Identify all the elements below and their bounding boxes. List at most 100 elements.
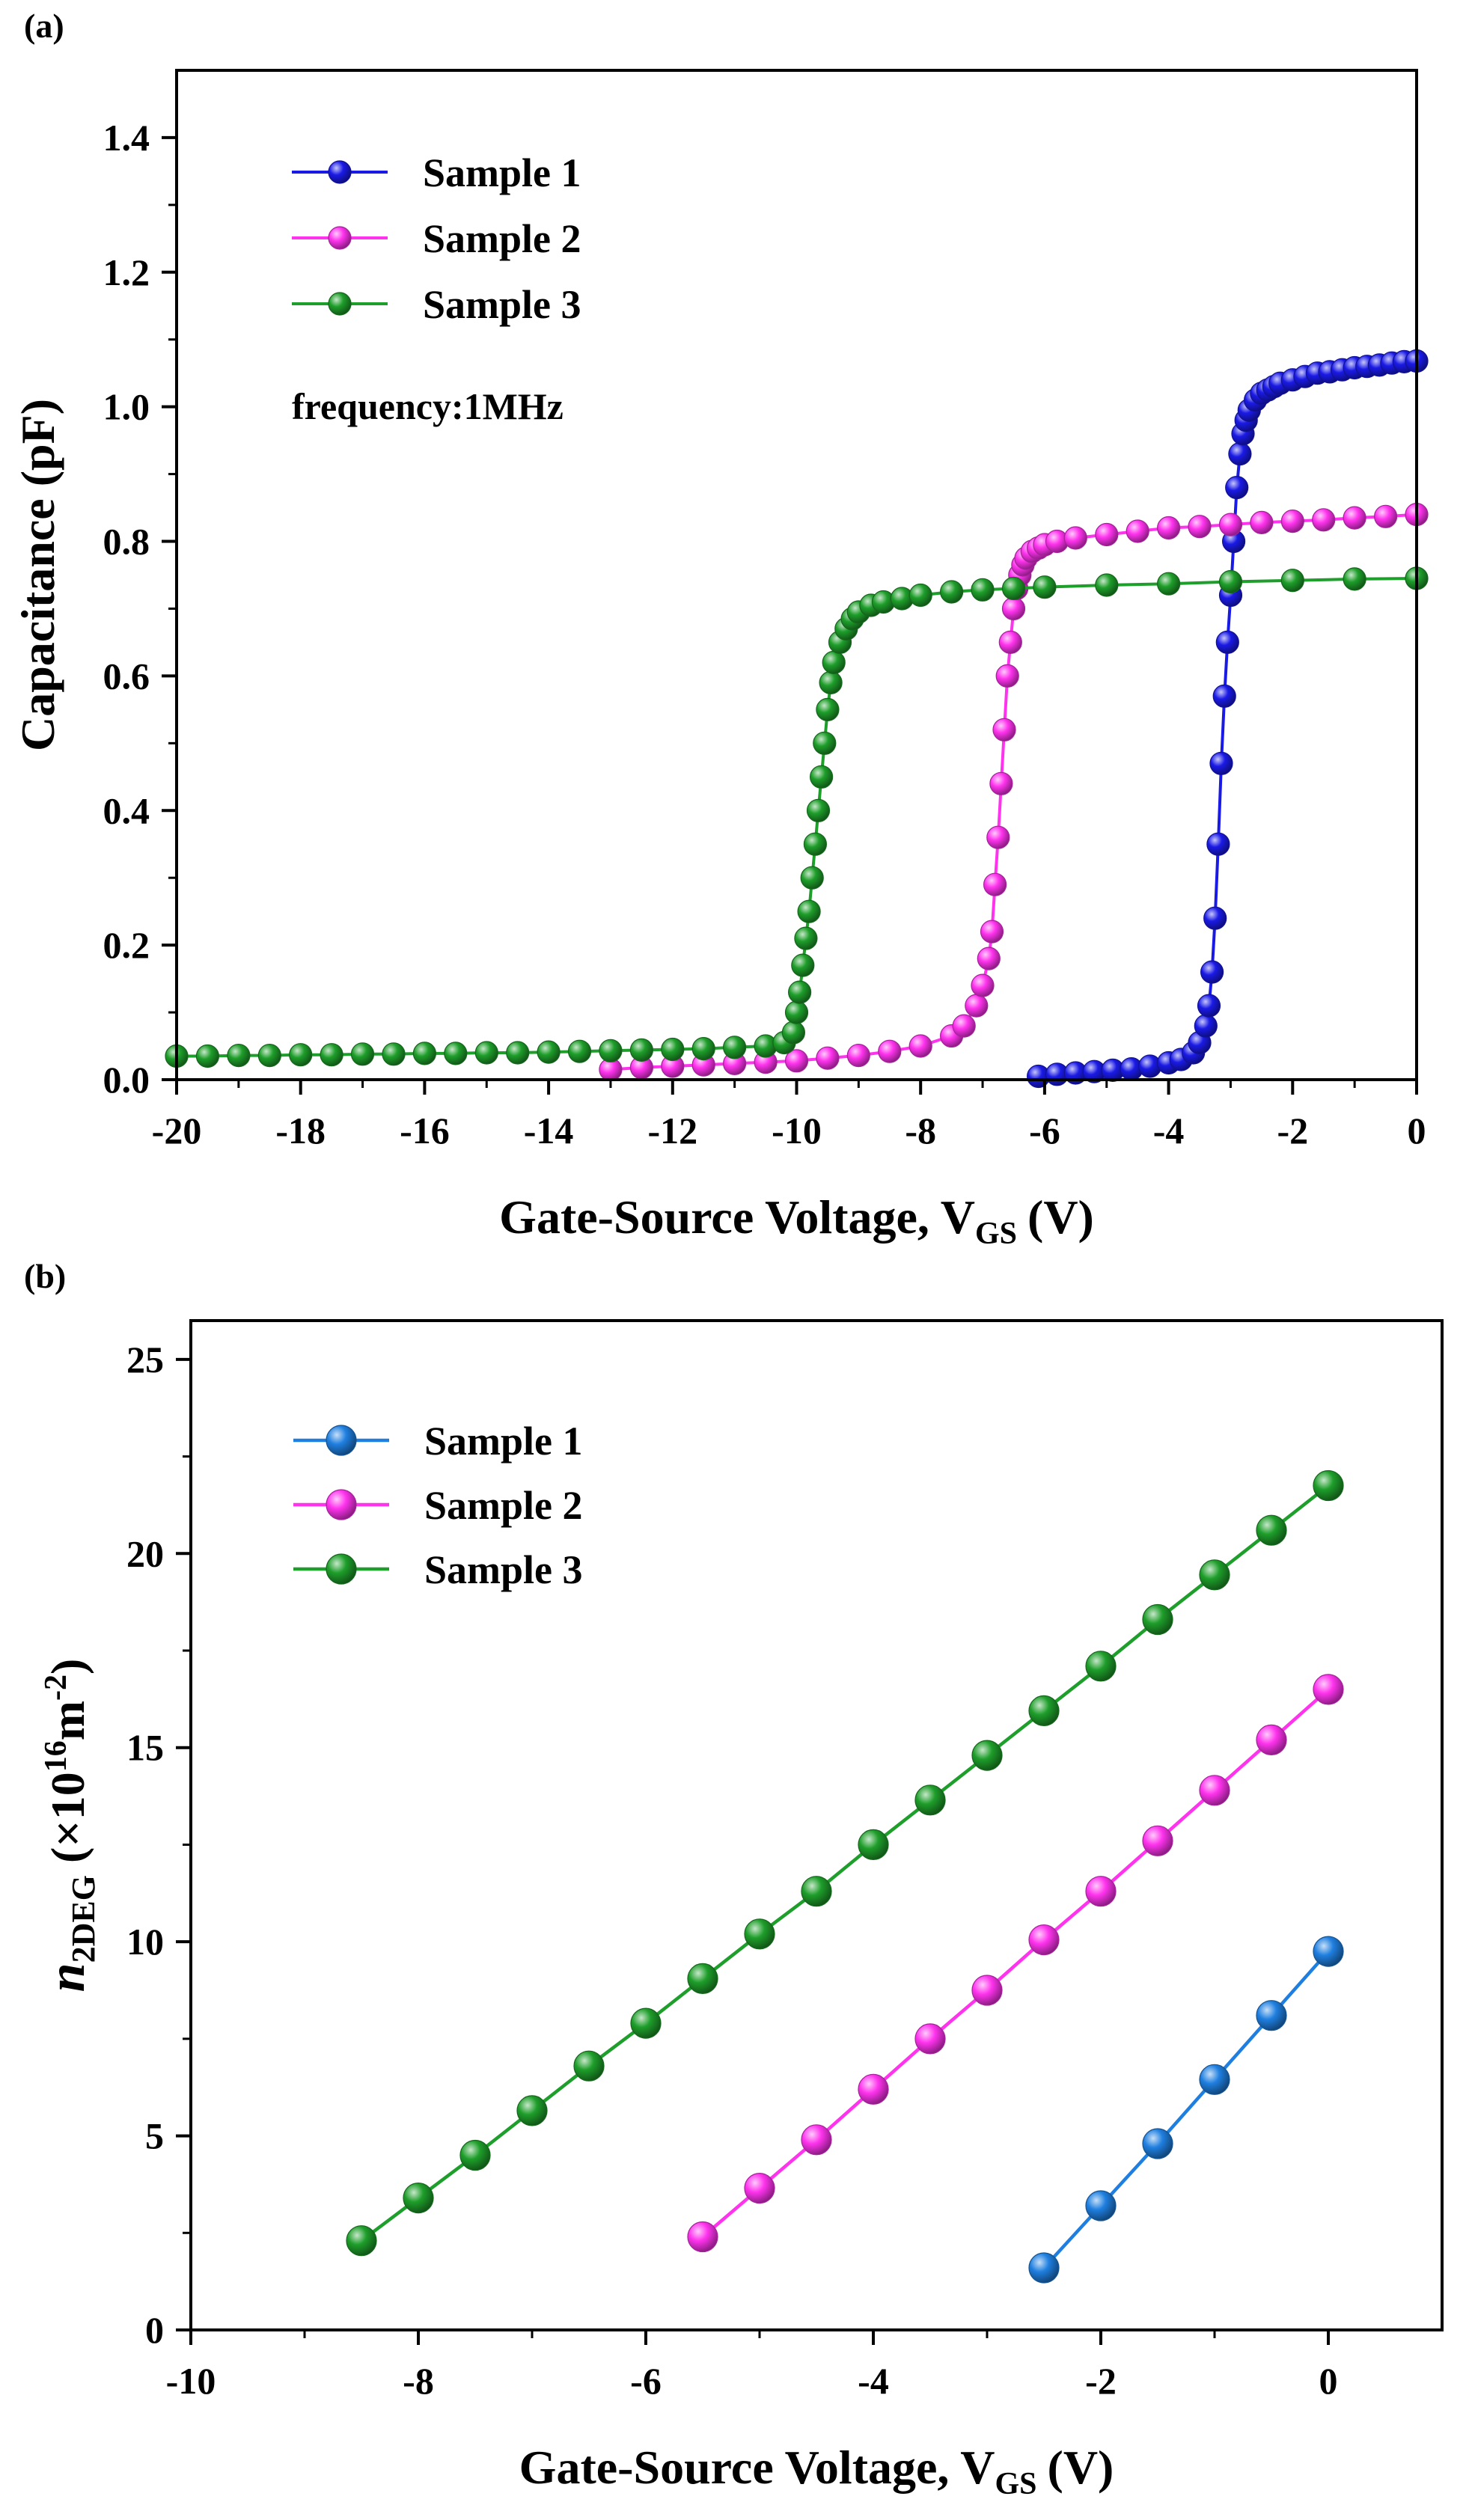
- data-point: [1256, 2000, 1287, 2031]
- legend-marker: [328, 160, 352, 184]
- data-point: [1142, 1825, 1173, 1856]
- x-tick-label: -20: [152, 1110, 202, 1152]
- data-point: [1206, 832, 1230, 856]
- legend-marker: [328, 292, 352, 316]
- data-point: [816, 1046, 840, 1070]
- data-point: [444, 1042, 468, 1065]
- data-point: [914, 2023, 946, 2055]
- legend-label: Sample 3: [423, 282, 581, 327]
- data-point: [998, 630, 1022, 655]
- data-point: [797, 899, 821, 923]
- data-point: [977, 946, 1001, 970]
- data-point: [516, 2095, 548, 2126]
- y-axis-title-unit-close: ): [41, 1659, 94, 1675]
- x-tick-label: -6: [1029, 1110, 1060, 1152]
- data-point: [744, 2173, 775, 2204]
- x-tick-label: -4: [1153, 1110, 1185, 1152]
- data-point: [1095, 573, 1119, 597]
- data-point: [1313, 1936, 1344, 1967]
- data-point: [846, 1043, 870, 1068]
- data-point: [1373, 504, 1398, 528]
- data-point: [629, 1038, 654, 1062]
- x-axis-title-main: Gate-Source Voltage, V: [519, 2441, 995, 2494]
- x-tick-label: -2: [1085, 2360, 1117, 2402]
- x-tick-label: -8: [905, 1110, 936, 1152]
- data-point: [971, 1740, 1003, 1771]
- x-tick-label: -10: [166, 2360, 216, 2402]
- data-point: [986, 825, 1010, 849]
- data-point: [939, 580, 964, 604]
- legend-marker: [326, 1553, 357, 1585]
- data-point: [809, 765, 834, 789]
- data-point: [1313, 1470, 1344, 1502]
- data-point: [914, 1785, 946, 1816]
- data-point: [858, 2073, 889, 2105]
- data-point: [1126, 519, 1149, 543]
- data-point: [1250, 510, 1274, 535]
- x-tick-label: 0: [1319, 2360, 1338, 2402]
- data-point: [1215, 630, 1239, 655]
- y-axis-title-main: n: [38, 1963, 96, 1992]
- panel-label: (a): [24, 7, 64, 45]
- data-point: [1142, 1603, 1173, 1636]
- data-point: [784, 1000, 809, 1024]
- data-point: [1095, 522, 1119, 547]
- data-point: [346, 2225, 377, 2257]
- data-point: [687, 2221, 718, 2253]
- x-tick-label: -16: [400, 1110, 450, 1152]
- data-point: [1343, 567, 1366, 591]
- data-point: [1033, 575, 1057, 599]
- data-point: [995, 664, 1019, 688]
- data-point: [1212, 684, 1236, 709]
- data-point: [1228, 441, 1252, 466]
- x-tick-label: -6: [630, 2360, 662, 2402]
- data-point: [1312, 508, 1336, 532]
- data-point: [1001, 596, 1026, 621]
- data-point: [800, 866, 824, 890]
- data-point: [1028, 1924, 1060, 1956]
- data-point: [787, 980, 812, 1004]
- data-point: [257, 1043, 281, 1068]
- data-point: [908, 1034, 932, 1058]
- y-tick-label: 25: [126, 1339, 164, 1380]
- panel-a: (a)-20 -18 -16 -14 -12 -10 -8 -6 -4 -2 00.00.20.40…: [11, 7, 1429, 1251]
- data-point: [971, 1975, 1003, 2006]
- data-point: [1200, 960, 1224, 984]
- data-point: [980, 920, 1004, 944]
- x-tick-label: -18: [275, 1110, 326, 1152]
- data-point: [1280, 509, 1304, 533]
- x-axis-title: Gate-Source Voltage, VGS (V): [519, 2441, 1114, 2501]
- y-axis-title-unit-m: m: [41, 1701, 94, 1740]
- frequency-annotation: frequency:1MHz: [292, 385, 564, 427]
- data-point: [989, 771, 1013, 795]
- x-axis-title-subscript: GS: [975, 1217, 1017, 1251]
- data-point: [1194, 1014, 1218, 1038]
- data-point: [403, 2183, 434, 2214]
- data-point: [1256, 1514, 1287, 1546]
- x-axis-title-unit: (V): [1048, 2441, 1114, 2494]
- data-point: [1156, 572, 1181, 596]
- panel-b: (b) -10 -8 -6 -4 -2 0 0 5 10 15 20 25 Gate-Source Vol…: [24, 1257, 1444, 2501]
- y-tick-label: 0: [145, 2309, 164, 2351]
- data-point: [350, 1042, 375, 1066]
- y-axis-title-main: Capacitance (pF): [11, 399, 64, 751]
- x-tick-label: -14: [524, 1110, 574, 1152]
- data-point: [971, 973, 995, 997]
- data-point: [1313, 1674, 1344, 1705]
- data-point: [459, 2139, 491, 2171]
- data-point: [1256, 1724, 1287, 1755]
- y-tick-label: 1.0: [103, 386, 150, 428]
- data-point: [567, 1039, 592, 1063]
- y-tick-label: 0.4: [103, 789, 150, 831]
- legend-marker: [328, 226, 352, 250]
- y-tick-label: 1.4: [103, 117, 150, 159]
- data-point: [781, 1021, 806, 1045]
- data-point: [813, 731, 837, 755]
- data-point: [661, 1037, 685, 1062]
- x-tick-label: -8: [403, 2360, 434, 2402]
- legend-label: Sample 2: [424, 1483, 583, 1528]
- plot-frame: [189, 1319, 1444, 2331]
- data-point: [599, 1039, 623, 1062]
- data-point: [195, 1044, 219, 1068]
